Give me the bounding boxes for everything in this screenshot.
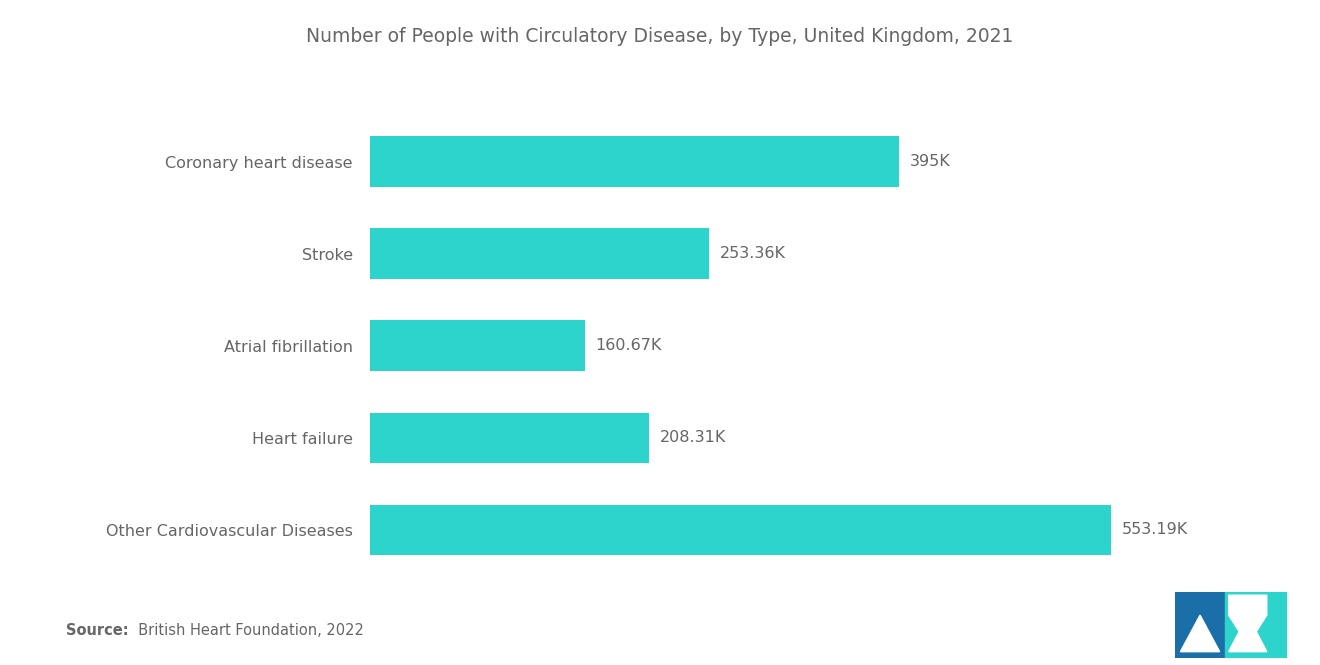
Text: 253.36K: 253.36K xyxy=(719,246,785,261)
Polygon shape xyxy=(1180,615,1220,652)
Bar xyxy=(370,412,649,464)
Text: 553.19K: 553.19K xyxy=(1122,523,1188,537)
Text: Number of People with Circulatory Disease, by Type, United Kingdom, 2021: Number of People with Circulatory Diseas… xyxy=(306,27,1014,46)
Text: 208.31K: 208.31K xyxy=(660,430,726,446)
Bar xyxy=(370,228,709,279)
Text: 160.67K: 160.67K xyxy=(595,338,663,353)
Polygon shape xyxy=(1229,615,1267,652)
Polygon shape xyxy=(1229,595,1267,645)
FancyBboxPatch shape xyxy=(1225,592,1287,658)
Bar xyxy=(370,505,1111,555)
Bar xyxy=(370,321,585,371)
Text: British Heart Foundation, 2022: British Heart Foundation, 2022 xyxy=(129,623,364,638)
Text: Source:: Source: xyxy=(66,623,128,638)
Text: 395K: 395K xyxy=(909,154,950,169)
Bar xyxy=(370,136,899,187)
FancyBboxPatch shape xyxy=(1175,592,1225,658)
